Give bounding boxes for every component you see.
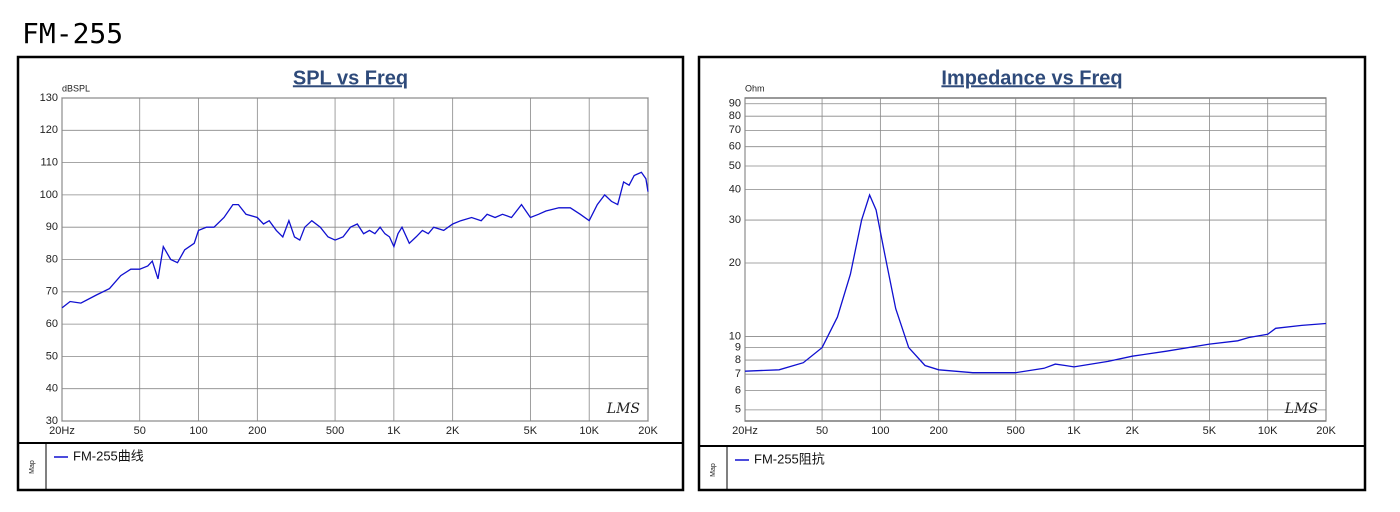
chart-title: SPL vs Freq bbox=[293, 67, 408, 89]
y-unit: Ohm bbox=[745, 83, 765, 93]
x-tick-label: 2K bbox=[446, 425, 460, 437]
data-line bbox=[61, 171, 649, 309]
x-tick-label: 1K bbox=[387, 425, 401, 437]
x-tick-label: 50 bbox=[134, 425, 146, 437]
y-tick-label: 50 bbox=[46, 350, 58, 362]
y-tick-label: 9 bbox=[735, 341, 741, 353]
x-tick-label: 20Hz bbox=[49, 425, 75, 437]
chart-title: Impedance vs Freq bbox=[941, 67, 1122, 89]
y-tick-label: 5 bbox=[735, 404, 741, 416]
y-tick-label: 100 bbox=[40, 189, 58, 201]
y-tick-label: 80 bbox=[729, 110, 741, 122]
y-tick-label: 40 bbox=[729, 184, 741, 196]
x-tick-label: 20Hz bbox=[732, 425, 758, 437]
x-tick-label: 10K bbox=[1258, 425, 1278, 437]
y-tick-label: 80 bbox=[46, 253, 58, 265]
x-tick-label: 5K bbox=[1203, 425, 1217, 437]
x-tick-label: 2K bbox=[1126, 425, 1140, 437]
legend-title: Map bbox=[710, 463, 717, 477]
heading: FM-255 bbox=[22, 17, 123, 50]
y-tick-label: 90 bbox=[46, 221, 58, 233]
y-tick-label: 90 bbox=[729, 98, 741, 110]
y-tick-label: 10 bbox=[729, 330, 741, 342]
x-tick-label: 500 bbox=[1007, 425, 1025, 437]
y-unit: dBSPL bbox=[62, 83, 90, 93]
x-tick-label: 20K bbox=[1316, 425, 1336, 437]
x-tick-label: 50 bbox=[816, 425, 828, 437]
y-tick-label: 60 bbox=[729, 141, 741, 153]
legend-label: FM-255阻抗 bbox=[754, 451, 825, 466]
x-tick-label: 200 bbox=[248, 425, 266, 437]
y-tick-label: 30 bbox=[729, 214, 741, 226]
y-tick-label: 130 bbox=[40, 92, 58, 104]
x-tick-label: 100 bbox=[871, 425, 889, 437]
plot-area bbox=[744, 97, 1327, 422]
x-tick-label: 10K bbox=[579, 425, 599, 437]
x-tick-label: 100 bbox=[189, 425, 207, 437]
y-tick-label: 50 bbox=[729, 160, 741, 172]
y-tick-label: 7 bbox=[735, 368, 741, 380]
data-line bbox=[744, 193, 1327, 374]
y-tick-label: 110 bbox=[40, 157, 58, 169]
y-tick-label: 40 bbox=[46, 383, 58, 395]
x-tick-label: 5K bbox=[524, 425, 538, 437]
x-tick-label: 500 bbox=[326, 425, 344, 437]
legend-label: FM-255曲线 bbox=[73, 448, 144, 463]
watermark: LMS bbox=[1284, 401, 1318, 417]
y-tick-label: 60 bbox=[46, 318, 58, 330]
x-tick-label: 20K bbox=[638, 425, 658, 437]
y-tick-label: 8 bbox=[735, 354, 741, 366]
y-tick-label: 20 bbox=[729, 257, 741, 269]
y-tick-label: 120 bbox=[40, 124, 58, 136]
y-tick-label: 6 bbox=[735, 384, 741, 396]
y-tick-label: 70 bbox=[46, 286, 58, 298]
x-tick-label: 200 bbox=[929, 425, 947, 437]
x-tick-label: 1K bbox=[1067, 425, 1081, 437]
watermark: LMS bbox=[606, 401, 640, 417]
y-tick-label: 30 bbox=[46, 415, 58, 427]
y-tick-label: 70 bbox=[729, 124, 741, 136]
legend-title: Map bbox=[29, 460, 36, 474]
